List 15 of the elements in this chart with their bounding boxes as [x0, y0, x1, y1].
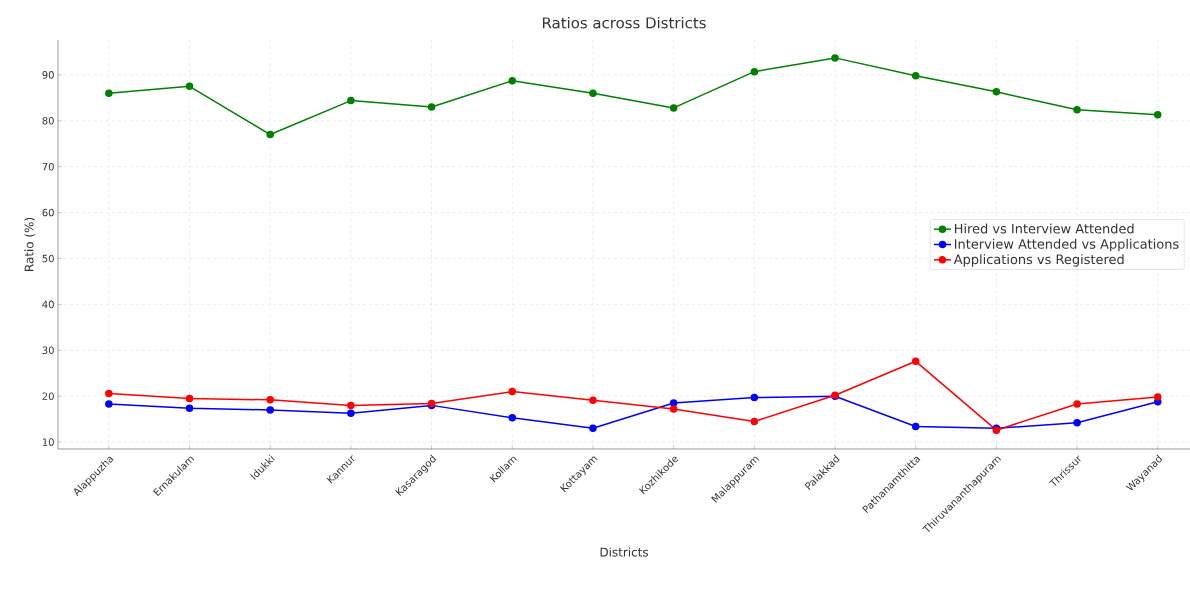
y-tick-label: 40	[42, 300, 54, 309]
legend-label: Hired vs Interview Attended	[954, 223, 1134, 234]
legend-label: Interview Attended vs Applications	[954, 238, 1179, 252]
chart-title: Ratios across Districts	[542, 16, 706, 29]
y-tick-label: 10	[42, 438, 54, 446]
y-tick-label: 20	[42, 392, 54, 400]
y-tick-label: 80	[42, 117, 54, 125]
y-tick-label: 90	[42, 71, 54, 79]
y-tick-label: 70	[42, 162, 54, 171]
y-tick-label: 50	[42, 254, 54, 263]
legend-label: Applications vs Registered	[953, 254, 1124, 267]
x-axis-title: Districts	[600, 547, 649, 557]
y-tick-label: 30	[42, 346, 54, 355]
y-tick-label: 60	[42, 208, 54, 217]
y-axis-title: Ratio (%)	[24, 217, 35, 271]
